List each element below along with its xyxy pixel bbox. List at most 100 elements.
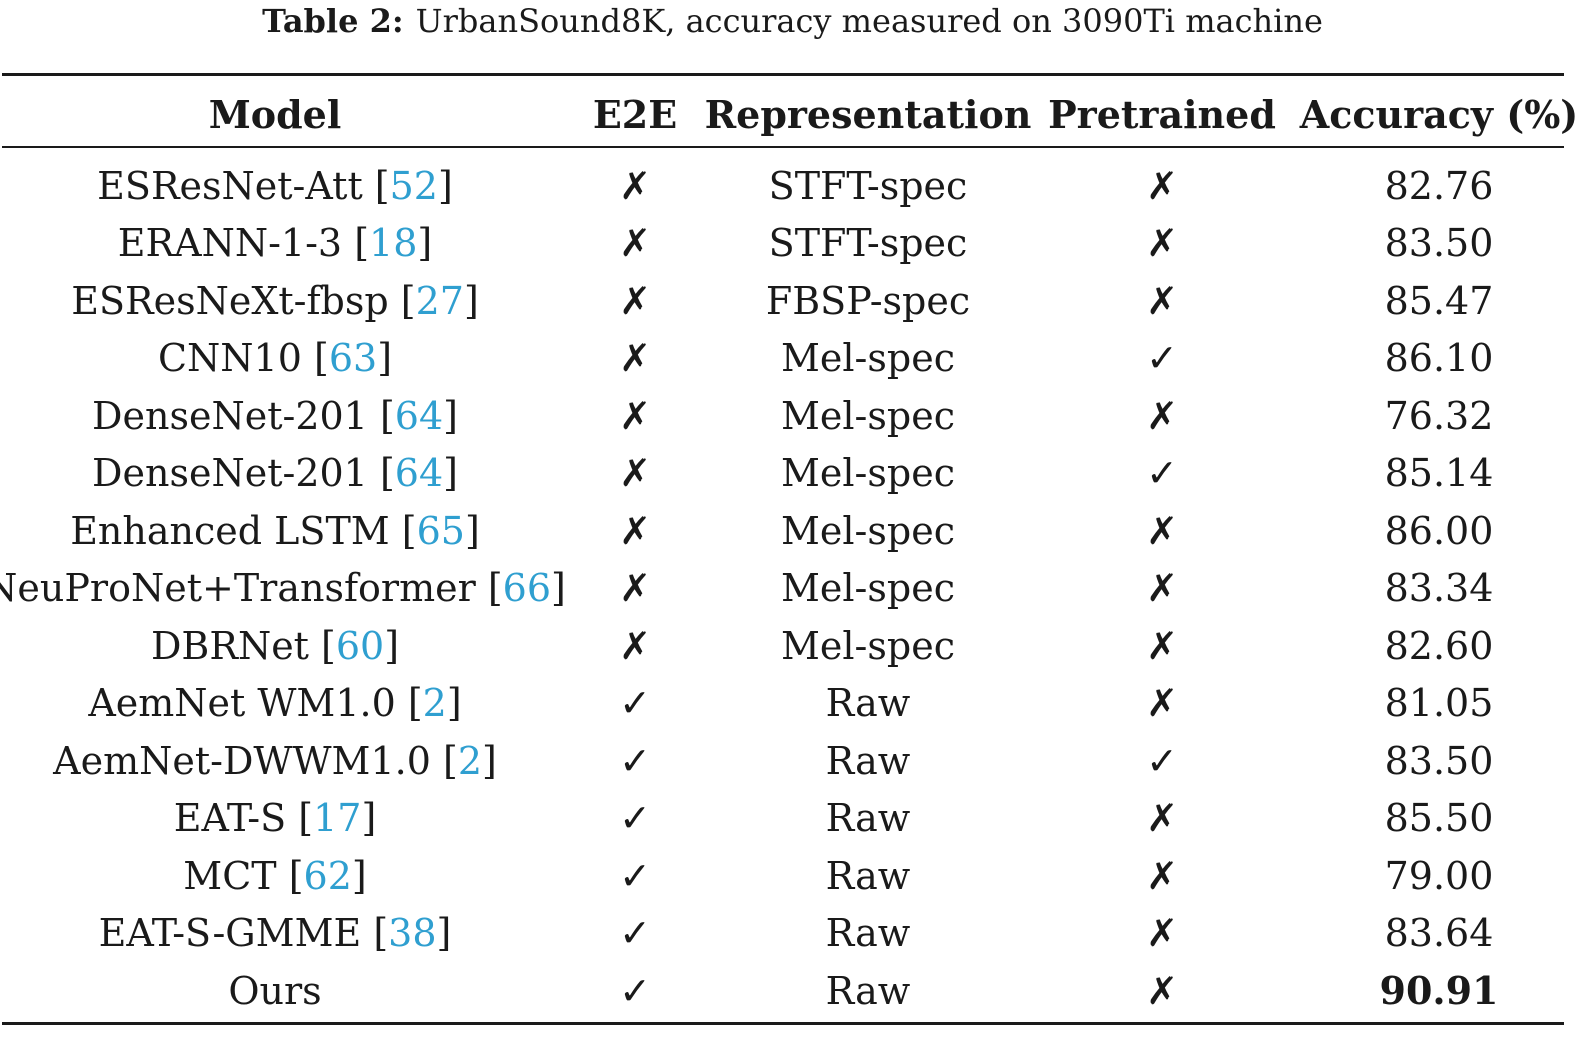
cell-e2e-mark: ✗ xyxy=(619,336,651,380)
cell-model: NeuProNet+Transformer [66] xyxy=(0,560,566,617)
cell-model: Enhanced LSTM [65] xyxy=(0,502,550,559)
cell-representation: Mel-spec xyxy=(781,336,955,380)
cell-pretrained-mark: ✓ xyxy=(1146,336,1178,380)
cell-pretrained-mark: ✗ xyxy=(1146,681,1178,725)
cell-representation: STFT-spec xyxy=(768,163,968,208)
cell-e2e-mark: ✗ xyxy=(619,451,651,495)
cell-representation: Raw xyxy=(825,911,911,955)
header-rule xyxy=(2,146,1564,148)
cell-representation: Mel-spec xyxy=(781,451,955,495)
ref-open-bracket: [ xyxy=(373,911,389,955)
cell-pretrained-mark: ✗ xyxy=(1146,508,1178,553)
citation-link[interactable]: 38 xyxy=(388,911,437,955)
cell-pretrained-mark: ✗ xyxy=(1146,911,1178,955)
table-row: ESResNet-Att [52] ✗ STFT-spec ✗ 82.76 xyxy=(0,157,1585,214)
cell-e2e-mark: ✗ xyxy=(619,278,651,323)
cell-e2e-mark: ✓ xyxy=(619,968,651,1013)
model-name: MCT xyxy=(183,853,289,898)
ref-open-bracket: [ xyxy=(407,681,423,725)
cell-accuracy: 90.91 xyxy=(1379,968,1499,1013)
cell-pretrained-mark: ✗ xyxy=(1146,393,1178,438)
ref-close-bracket: ] xyxy=(436,911,452,955)
model-name: Ours xyxy=(228,968,322,1013)
cell-representation: Raw xyxy=(825,796,911,840)
cell-pretrained-mark: ✓ xyxy=(1146,738,1178,783)
citation-link[interactable]: 66 xyxy=(502,566,552,610)
cell-model: ESResNeXt-fbsp [27] xyxy=(0,272,550,329)
ref-close-bracket: ] xyxy=(443,451,458,495)
citation-link[interactable]: 27 xyxy=(415,278,464,323)
cell-accuracy: 76.32 xyxy=(1384,393,1494,438)
cell-model: AemNet-DWWM1.0 [2] xyxy=(0,732,550,789)
cell-e2e-mark: ✗ xyxy=(619,163,651,208)
ref-open-bracket: [ xyxy=(314,336,329,380)
cell-e2e-mark: ✓ xyxy=(619,853,651,898)
model-name: NeuProNet+Transformer xyxy=(0,566,488,610)
model-name: Enhanced LSTM xyxy=(70,508,402,553)
model-name: EAT-S xyxy=(173,796,299,840)
model-name: ERANN-1-3 xyxy=(117,221,355,265)
table-row: AemNet WM1.0 [2] ✓ Raw ✗ 81.05 xyxy=(0,675,1585,732)
table-row: AemNet-DWWM1.0 [2] ✓ Raw ✓ 83.50 xyxy=(0,732,1585,789)
citation-link[interactable]: 2 xyxy=(457,738,482,783)
ref-close-bracket: ] xyxy=(463,278,479,323)
ref-close-bracket: ] xyxy=(464,508,480,553)
ref-open-bracket: [ xyxy=(442,738,458,783)
cell-model: CNN10 [63] xyxy=(0,330,550,387)
model-name: DenseNet-201 xyxy=(92,393,380,438)
cell-accuracy: 82.60 xyxy=(1384,623,1494,668)
ref-close-bracket: ] xyxy=(437,163,453,208)
table-row: EAT-S-GMME [38] ✓ Raw ✗ 83.64 xyxy=(0,905,1585,962)
cell-e2e-mark: ✗ xyxy=(619,566,651,610)
cell-representation: Mel-spec xyxy=(781,393,955,438)
citation-link[interactable]: 62 xyxy=(303,853,352,898)
cell-accuracy: 83.50 xyxy=(1384,221,1494,265)
model-name: AemNet-DWWM1.0 xyxy=(53,738,443,783)
cell-pretrained-mark: ✗ xyxy=(1146,221,1178,265)
citation-link[interactable]: 2 xyxy=(422,681,447,725)
citation-link[interactable]: 64 xyxy=(394,451,444,495)
ref-open-bracket: [ xyxy=(487,566,503,610)
citation-link[interactable]: 65 xyxy=(416,508,465,553)
model-name: CNN10 xyxy=(157,336,314,380)
table-row: DenseNet-201 [64] ✗ Mel-spec ✗ 76.32 xyxy=(0,387,1585,444)
cell-model: MCT [62] xyxy=(0,847,550,904)
citation-link[interactable]: 64 xyxy=(394,393,444,438)
header-model: Model xyxy=(208,91,342,137)
cell-pretrained-mark: ✗ xyxy=(1146,163,1178,208)
cell-e2e-mark: ✗ xyxy=(619,508,651,553)
cell-pretrained-mark: ✗ xyxy=(1146,796,1178,840)
citation-link[interactable]: 63 xyxy=(328,336,378,380)
cell-representation: Raw xyxy=(825,853,911,898)
header-e2e: E2E xyxy=(592,91,678,137)
table-row: MCT [62] ✓ Raw ✗ 79.00 xyxy=(0,847,1585,904)
table-header-row: Model E2E Representation Pretrained Accu… xyxy=(0,86,1585,142)
model-name: AemNet WM1.0 xyxy=(88,681,408,725)
caption-label: Table 2: xyxy=(262,2,404,40)
cell-accuracy: 85.14 xyxy=(1384,451,1494,495)
header-representation: Representation xyxy=(704,91,1032,137)
citation-link[interactable]: 52 xyxy=(389,163,438,208)
cell-representation: Raw xyxy=(825,968,911,1013)
cell-pretrained-mark: ✗ xyxy=(1146,968,1178,1013)
table-row: ESResNeXt-fbsp [27] ✗ FBSP-spec ✗ 85.47 xyxy=(0,272,1585,329)
ref-open-bracket: [ xyxy=(374,163,390,208)
model-name: ESResNet-Att xyxy=(97,163,375,208)
ref-close-bracket: ] xyxy=(361,796,377,840)
cell-accuracy: 83.50 xyxy=(1384,738,1494,783)
ref-close-bracket: ] xyxy=(443,393,458,438)
model-name: DenseNet-201 xyxy=(92,451,380,495)
cell-model: EAT-S [17] xyxy=(0,790,550,847)
ref-close-bracket: ] xyxy=(417,221,433,265)
citation-link[interactable]: 17 xyxy=(313,796,362,840)
ref-open-bracket: [ xyxy=(288,853,304,898)
cell-model: EAT-S-GMME [38] xyxy=(0,905,550,962)
cell-accuracy: 85.47 xyxy=(1384,278,1494,323)
ref-close-bracket: ] xyxy=(351,853,367,898)
ref-close-bracket: ] xyxy=(446,681,462,725)
cell-e2e-mark: ✓ xyxy=(619,681,651,725)
ref-open-bracket: [ xyxy=(321,623,336,668)
citation-link[interactable]: 60 xyxy=(335,623,385,668)
cell-pretrained-mark: ✗ xyxy=(1146,278,1178,323)
citation-link[interactable]: 18 xyxy=(369,221,418,265)
